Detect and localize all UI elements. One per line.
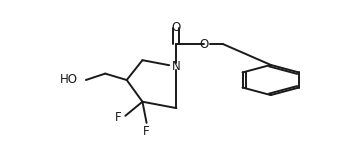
Text: N: N bbox=[172, 60, 181, 73]
Text: O: O bbox=[172, 21, 181, 34]
Text: F: F bbox=[143, 125, 150, 138]
Text: O: O bbox=[199, 38, 209, 51]
Text: HO: HO bbox=[59, 74, 78, 86]
Text: F: F bbox=[115, 111, 121, 124]
